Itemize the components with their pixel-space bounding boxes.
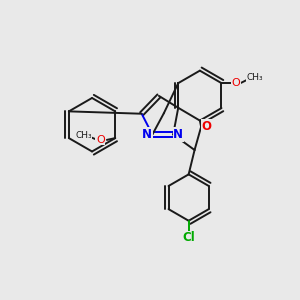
Text: CH₃: CH₃ xyxy=(247,73,263,82)
Text: CH₃: CH₃ xyxy=(75,130,92,140)
Text: O: O xyxy=(202,120,212,133)
Text: Cl: Cl xyxy=(182,232,195,244)
Text: N: N xyxy=(173,128,183,141)
Text: O: O xyxy=(96,135,105,145)
Text: N: N xyxy=(142,128,152,141)
Text: O: O xyxy=(232,78,240,88)
